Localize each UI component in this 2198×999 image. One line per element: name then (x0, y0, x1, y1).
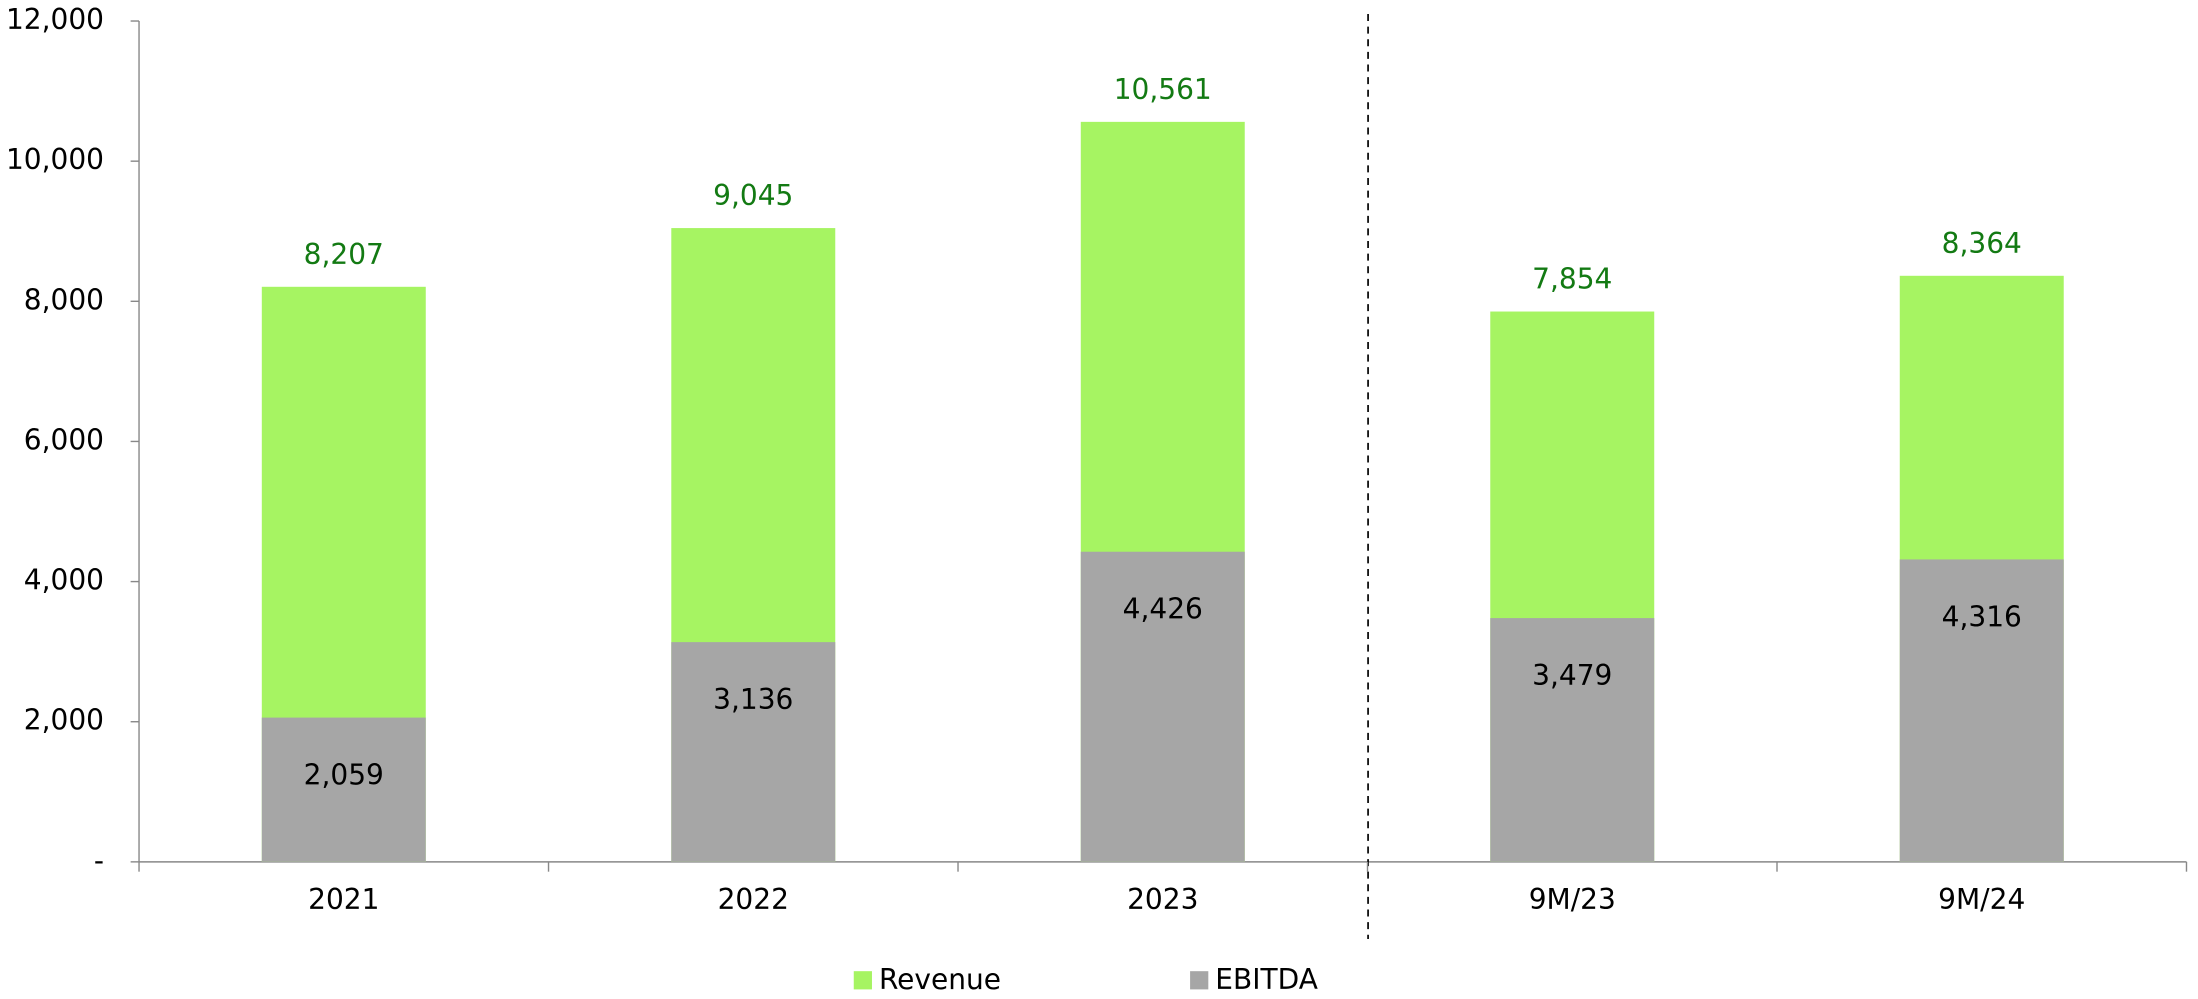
x-tick-label: 9M/23 (1529, 883, 1616, 916)
bar (261, 717, 426, 862)
value-label: 4,426 (1123, 593, 1203, 626)
value-label: 4,316 (1942, 600, 2022, 633)
value-label: 7,854 (1532, 263, 1612, 296)
y-tick-label: 10,000 (6, 143, 104, 176)
bar (1080, 551, 1245, 862)
y-tick-label: 8,000 (24, 283, 104, 316)
y-tick-label: 12,000 (6, 3, 104, 36)
legend-swatch (853, 971, 872, 990)
x-tick-label: 2022 (718, 883, 789, 916)
x-tick-label: 9M/24 (1938, 883, 2025, 916)
value-label: 2,059 (304, 758, 384, 791)
x-tick-label: 2021 (308, 883, 379, 916)
x-tick-label: 2023 (1127, 883, 1198, 916)
value-label: 3,479 (1532, 659, 1612, 692)
value-label: 8,364 (1942, 227, 2022, 260)
value-label: 3,136 (713, 683, 793, 716)
bar (671, 642, 836, 862)
value-label: 8,207 (304, 238, 384, 271)
bar (1899, 559, 2064, 862)
legend-swatch (1190, 971, 1209, 990)
legend-label: EBITDA (1215, 963, 1318, 995)
y-tick-label: - (94, 844, 104, 877)
bar (1490, 618, 1655, 862)
y-tick-label: 6,000 (24, 423, 104, 456)
legend-label: Revenue (879, 963, 1001, 995)
value-label: 10,561 (1114, 73, 1212, 106)
value-label: 9,045 (713, 179, 793, 212)
y-tick-label: 2,000 (24, 704, 104, 737)
y-tick-label: 4,000 (24, 564, 104, 597)
